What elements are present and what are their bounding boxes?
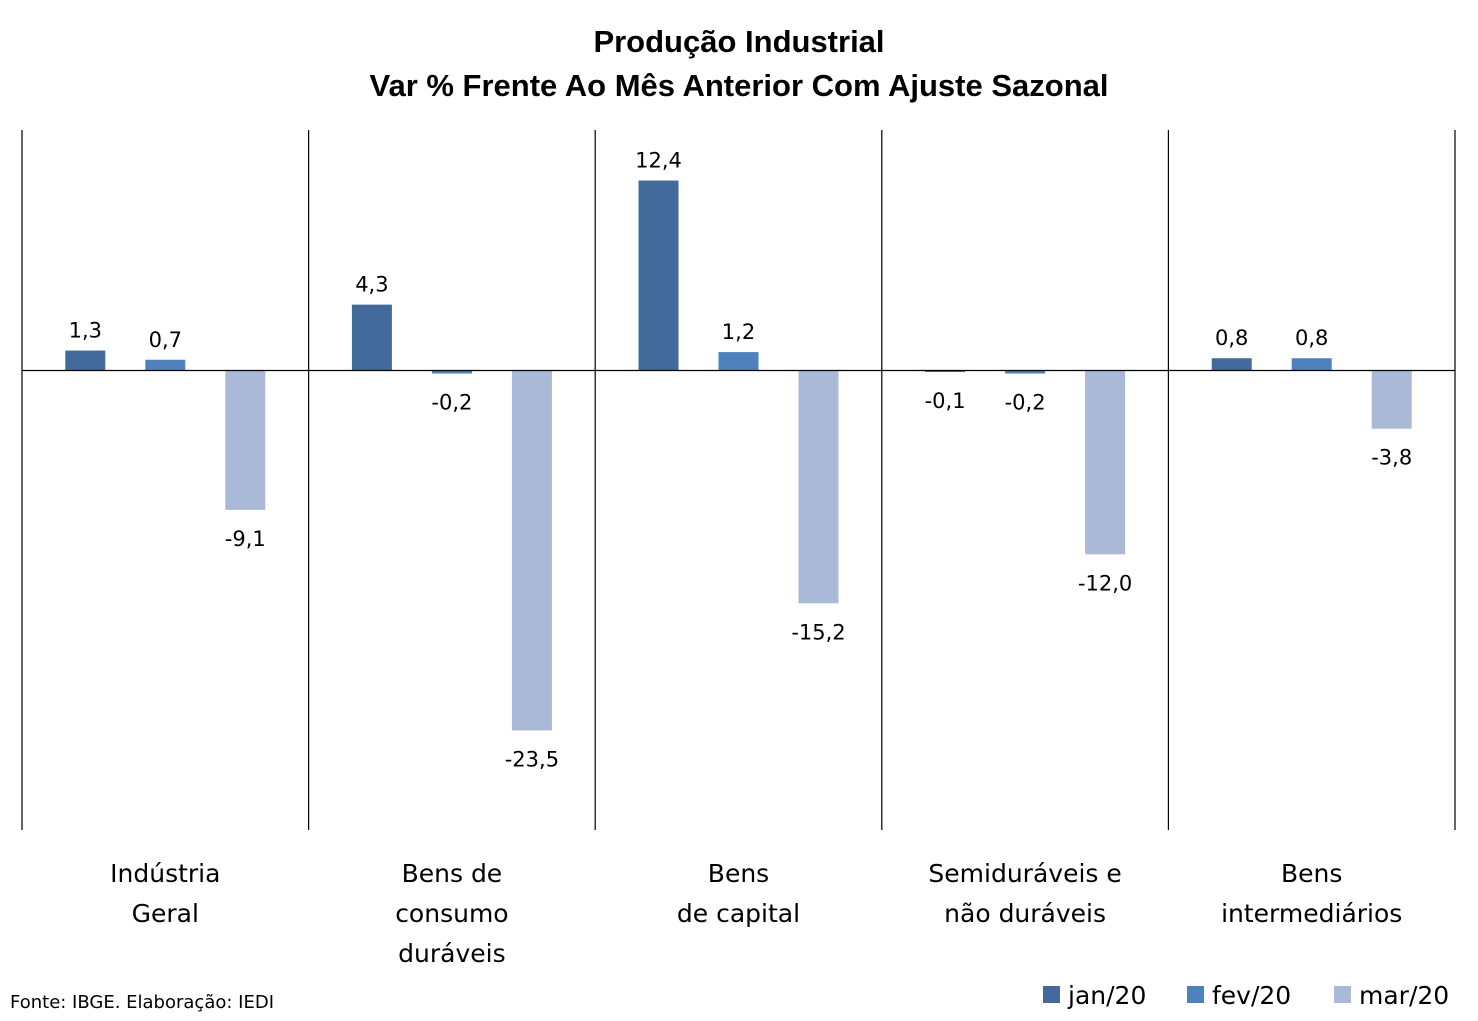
bar-jan-20-3: [925, 370, 966, 373]
category-label: Indústria Geral: [110, 859, 220, 928]
chart-subtitle: Var % Frente Ao Mês Anterior Com Ajuste …: [370, 68, 1109, 103]
bar-mar-20-1: [511, 370, 552, 731]
bar-mar-20-4: [1371, 370, 1412, 429]
bar-jan-20-0: [65, 350, 106, 371]
data-label: -0,2: [1005, 391, 1046, 415]
data-label: -9,1: [225, 527, 266, 551]
bar-mar-20-3: [1085, 370, 1126, 555]
bar-fev-20-0: [145, 359, 186, 371]
bar-fev-20-1: [431, 370, 472, 374]
data-label: -15,2: [791, 620, 845, 644]
bar-mar-20-2: [798, 370, 839, 604]
data-label: 12,4: [635, 149, 682, 173]
bar-fev-20-3: [1005, 370, 1046, 374]
bar-fev-20-2: [718, 352, 759, 371]
data-label: 0,7: [149, 328, 182, 352]
data-label: -12,0: [1078, 571, 1132, 595]
data-label: 0,8: [1295, 326, 1328, 350]
bar-jan-20-2: [638, 180, 679, 371]
data-label: 1,3: [69, 319, 102, 343]
bar-fev-20-4: [1291, 358, 1332, 371]
legend-swatch: [1187, 986, 1204, 1003]
category-label: Bens intermediários: [1221, 859, 1402, 928]
data-label: -23,5: [505, 747, 559, 771]
bar-mar-20-0: [225, 370, 266, 510]
legend-label: mar/20: [1359, 981, 1449, 1010]
category-label: Semiduráveis e não duráveis: [928, 859, 1121, 928]
source-note: Fonte: IBGE. Elaboração: IEDI: [10, 992, 274, 1013]
data-label: 1,2: [722, 320, 755, 344]
bar-jan-20-4: [1211, 358, 1252, 371]
legend: jan/20 fev/20 mar/20: [1043, 981, 1449, 1010]
chart-title: Produção Industrial: [593, 24, 884, 59]
plot-area: 1,3 4,3 12,4 -0,1 0,8 0,7 -0,2 1,2 -0,2 0,8 -9,1 -2…: [21, 130, 1456, 968]
legend-swatch: [1334, 986, 1351, 1003]
legend-swatch: [1043, 986, 1060, 1003]
legend-label: jan/20: [1067, 981, 1146, 1010]
bar-jan-20-1: [351, 304, 392, 371]
data-label: -3,8: [1371, 446, 1412, 470]
data-label: 4,3: [355, 273, 388, 297]
category-label: Bens de consumo duráveis: [395, 859, 508, 968]
data-label: -0,2: [431, 391, 472, 415]
data-label: -0,1: [925, 389, 966, 413]
legend-label: fev/20: [1212, 981, 1291, 1010]
data-label: 0,8: [1215, 326, 1248, 350]
category-label: Bens de capital: [677, 859, 800, 928]
